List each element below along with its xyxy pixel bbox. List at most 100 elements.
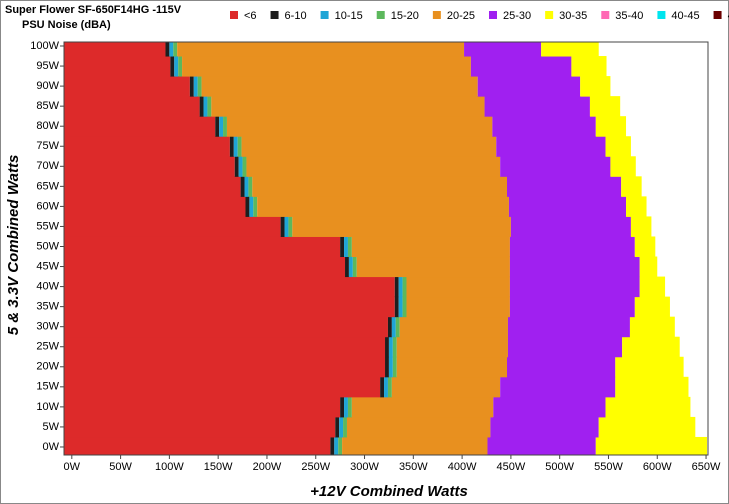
band-cell (629, 316, 675, 338)
band-cell (234, 156, 239, 177)
band-cell (170, 56, 175, 77)
band-cell (211, 96, 485, 117)
band-cell (229, 136, 234, 157)
band-cell (509, 256, 640, 278)
band-cell (509, 276, 640, 298)
band-cell (388, 356, 393, 378)
band-cell (639, 256, 658, 278)
band-cell (392, 356, 397, 378)
band-cell (64, 76, 190, 97)
band-cell (201, 76, 478, 97)
band-cell (245, 196, 250, 217)
y-tick-label: 40W (36, 280, 59, 292)
band-cell (252, 176, 507, 197)
band-cell (345, 256, 349, 278)
band-cell (248, 176, 253, 197)
band-cell (507, 336, 623, 358)
band-cell (622, 336, 680, 358)
legend-swatch (713, 11, 722, 19)
band-cell (605, 136, 631, 157)
band-cell (500, 376, 616, 398)
y-tick-label: 80W (36, 120, 59, 132)
band-cell (396, 336, 508, 358)
band-cell (387, 316, 392, 338)
band-cell (487, 436, 596, 456)
legend-label: 30-35 (559, 10, 587, 22)
legend-label: 35-40 (615, 10, 643, 22)
band-cell (384, 376, 388, 398)
x-tick-label: 300W (350, 461, 379, 473)
band-cell (64, 436, 331, 456)
x-tick-label: 500W (545, 461, 574, 473)
band-cell (284, 216, 289, 237)
band-cell (292, 216, 511, 237)
band-cell (343, 416, 347, 438)
x-tick-label: 100W (155, 461, 184, 473)
legend-swatch (230, 11, 238, 19)
band-cell (334, 436, 339, 456)
band-cell (508, 196, 627, 217)
band-cell (207, 96, 212, 117)
band-cell (280, 216, 285, 237)
band-cell (630, 216, 652, 237)
band-cell (165, 42, 170, 57)
band-cell (174, 56, 179, 77)
band-cell (244, 176, 249, 197)
band-cell (387, 376, 392, 398)
band-cell (598, 416, 696, 438)
y-tick-label: 75W (36, 140, 59, 152)
band-cell (237, 136, 242, 157)
band-cell (339, 416, 344, 438)
band-cell (391, 316, 396, 338)
band-cell (402, 276, 407, 298)
band-cell (64, 236, 341, 258)
band-cell (240, 176, 245, 197)
band-cell (615, 356, 684, 378)
band-cell (253, 196, 258, 217)
band-cell (394, 296, 399, 318)
band-cell (64, 316, 388, 338)
band-cell (340, 236, 345, 258)
band-cell (233, 136, 238, 157)
chart-title: Super Flower SF-650F14HG -115V (5, 4, 182, 16)
band-cell (347, 236, 352, 258)
band-cell (406, 296, 510, 318)
legend-label: <6 (244, 10, 257, 22)
band-cell (356, 256, 510, 278)
band-cell (173, 42, 178, 57)
y-tick-label: 0W (43, 441, 60, 453)
y-axis-title: 5 & 3.3V Combined Watts (5, 155, 22, 336)
legend-swatch (376, 11, 385, 19)
band-cell (64, 336, 386, 358)
band-cell (634, 236, 656, 258)
band-cell (246, 156, 501, 177)
band-cell (396, 356, 507, 378)
band-cell (470, 56, 572, 77)
legend-swatch (489, 11, 497, 19)
band-cell (64, 176, 241, 197)
band-cell (580, 76, 611, 97)
band-cell (64, 356, 386, 378)
legend-swatch (320, 11, 329, 19)
band-cell (571, 56, 607, 77)
band-cell (64, 96, 200, 117)
x-tick-label: 250W (301, 461, 330, 473)
band-cell (589, 96, 621, 117)
band-cell (178, 56, 183, 77)
y-tick-label: 35W (36, 301, 59, 313)
band-cell (177, 42, 465, 57)
band-cell (507, 316, 630, 338)
band-cell (64, 416, 336, 438)
band-cell (615, 376, 689, 398)
band-cell (64, 276, 395, 298)
chart-subtitle: PSU Noise (dBA) (22, 19, 111, 31)
band-cell (64, 116, 216, 137)
band-cell (391, 376, 501, 398)
band-cell (392, 336, 397, 358)
band-cell (64, 256, 346, 278)
band-cell (380, 376, 385, 398)
band-cell (226, 116, 493, 137)
band-cell (595, 436, 708, 456)
band-cell (64, 376, 381, 398)
